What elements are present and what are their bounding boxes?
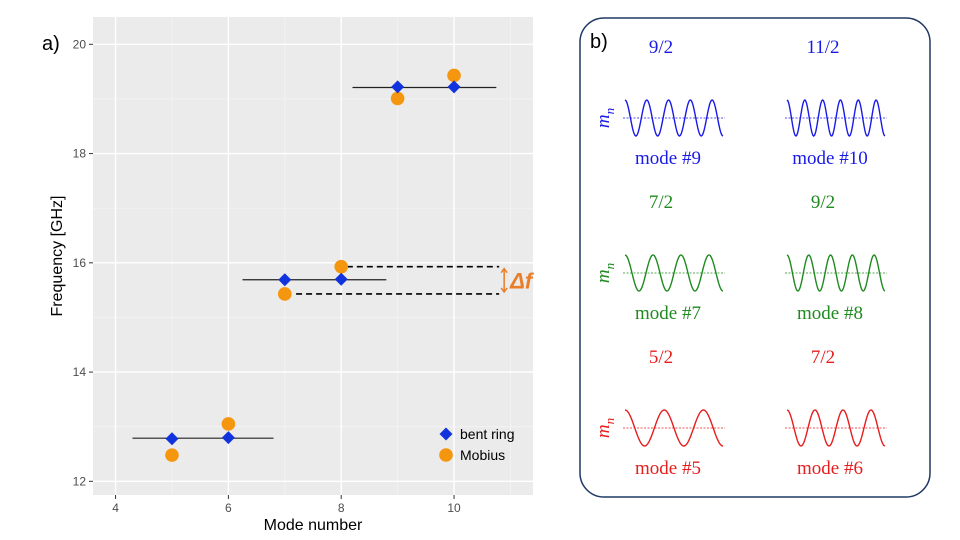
mode-name-label: mode #9 xyxy=(635,148,701,169)
legend-mobius-swatch xyxy=(439,448,453,462)
mode-fraction-label: 9/2 xyxy=(811,192,835,213)
mobius-point xyxy=(390,91,405,106)
data-points xyxy=(165,68,461,462)
x-axis-label: Mode number xyxy=(264,517,363,534)
delta-arrow-head-down xyxy=(500,287,508,294)
mode-name-label: mode #8 xyxy=(797,303,863,324)
mode-shape-wave xyxy=(786,409,886,447)
mn-row-label: mn xyxy=(593,108,617,128)
mode-name-label: mode #5 xyxy=(635,458,701,479)
mn-base: m xyxy=(593,269,614,283)
mobius-point xyxy=(334,259,349,274)
x-tick-label: 4 xyxy=(112,501,119,515)
mode-shape-wave xyxy=(786,99,886,137)
panel-b-frame xyxy=(579,17,931,498)
bent-ring-point xyxy=(334,272,348,286)
mode-shape-wave xyxy=(624,409,724,447)
mode-fraction-label: 7/2 xyxy=(649,192,673,213)
mode-fraction-label: 5/2 xyxy=(649,347,673,368)
mode-fraction-label: 9/2 xyxy=(649,37,673,58)
legend-bent-ring-swatch xyxy=(439,427,453,441)
x-axis-ticks: 4 6 8 10 xyxy=(112,495,461,515)
bent-ring-point xyxy=(165,432,179,446)
mobius-point xyxy=(447,68,461,83)
mode-shape-wave xyxy=(786,254,886,292)
mode-name-label: mode #10 xyxy=(792,148,867,169)
mn-row-label: mn xyxy=(593,263,617,283)
x-tick-label: 6 xyxy=(225,501,232,515)
x-tick-label: 10 xyxy=(447,501,461,515)
mode-shape-grid: 9/2 mode #9 7/2 mode #7 5/2 mode #5 11/2 mode #… xyxy=(593,37,887,479)
mn-subscript: n xyxy=(602,108,617,115)
bent-ring-point xyxy=(391,80,405,94)
delta-f-annotation: Δf xyxy=(296,265,535,295)
bent-ring-point xyxy=(447,80,461,94)
mn-subscript: n xyxy=(602,418,617,425)
mn-base: m xyxy=(593,114,614,128)
mode-name-label: mode #6 xyxy=(797,458,863,479)
legend-bent-ring-label: bent ring xyxy=(460,426,514,442)
legend-mobius-label: Mobius xyxy=(460,447,505,463)
mode-fraction-label: 11/2 xyxy=(806,37,839,58)
plot-background xyxy=(93,17,533,495)
delta-arrow-head-up xyxy=(500,267,508,274)
y-tick-label: 18 xyxy=(73,147,87,161)
y-tick-label: 12 xyxy=(73,474,87,488)
y-tick-label: 20 xyxy=(73,37,87,51)
bent-ring-point xyxy=(278,273,292,287)
y-axis-label: Frequency [GHz] xyxy=(49,196,66,317)
panel-a-label: a) xyxy=(42,33,60,55)
y-axis-ticks: 12 14 16 18 20 xyxy=(73,37,93,488)
mode-shape-wave xyxy=(624,99,724,137)
mode-name-label: mode #7 xyxy=(635,303,701,324)
mode-shape-wave xyxy=(624,254,724,292)
mn-subscript: n xyxy=(602,263,617,270)
bent-ring-point xyxy=(221,431,235,445)
legend: bent ring Mobius xyxy=(439,426,514,463)
y-tick-label: 16 xyxy=(73,256,87,270)
grid-major xyxy=(93,17,533,495)
mode-fraction-label: 7/2 xyxy=(811,347,835,368)
mobius-point xyxy=(165,448,179,462)
y-tick-label: 14 xyxy=(73,365,87,379)
band-lines xyxy=(132,86,497,439)
mn-row-label: mn xyxy=(593,418,617,438)
mobius-point xyxy=(221,417,236,431)
mobius-point xyxy=(277,287,292,301)
panel-b-label: b) xyxy=(590,31,608,53)
x-tick-label: 8 xyxy=(338,501,345,515)
mn-base: m xyxy=(593,424,614,438)
delta-f-label: Δf xyxy=(509,268,535,293)
